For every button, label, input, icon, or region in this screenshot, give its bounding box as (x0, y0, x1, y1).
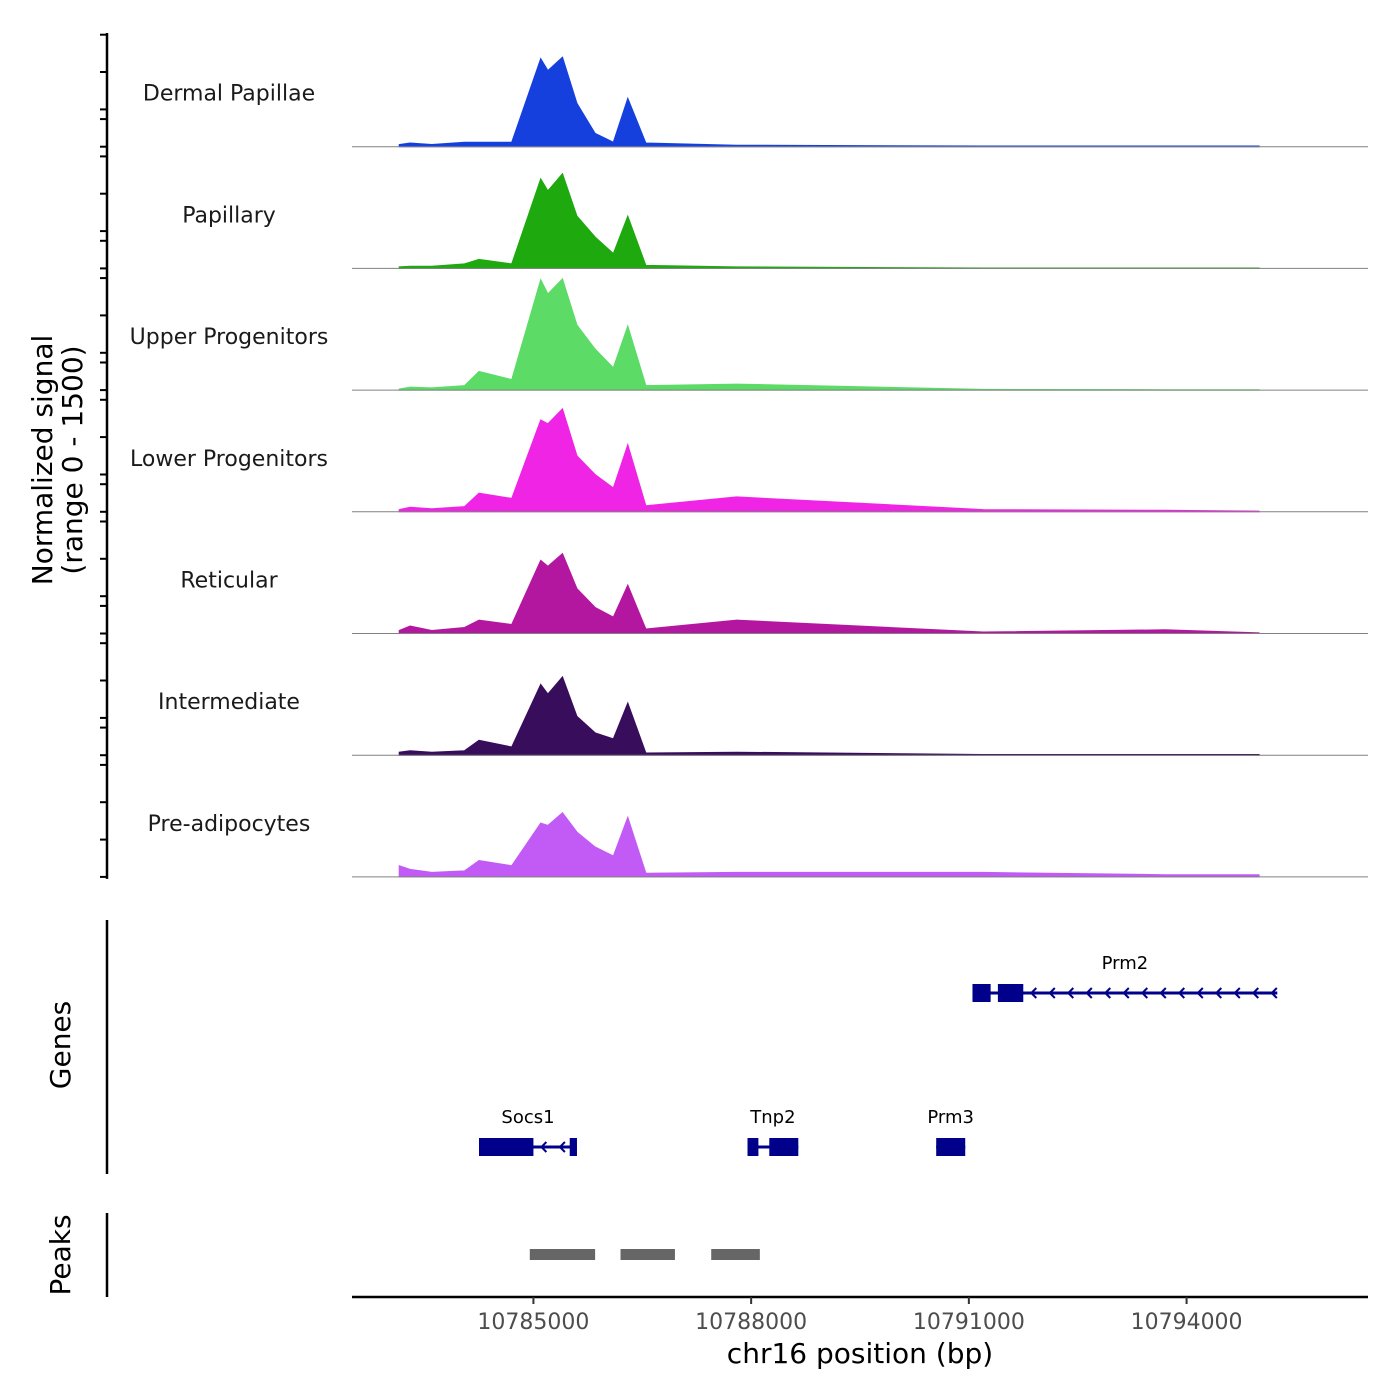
peaks-panel: Peaks (44, 1213, 760, 1297)
x-axis: chr16 position (bp) 10785000 10788000 1079… (352, 1295, 1368, 1370)
x-tick-label: 10785000 (477, 1310, 589, 1335)
strand-arrow (1214, 987, 1223, 999)
gene-exon (769, 1138, 799, 1156)
gene-prm2: Prm2 (972, 953, 1278, 1002)
strand-arrow (539, 1141, 548, 1153)
genes-panel: Genes Prm2 Socs1 Tnp2 Prm3 (44, 920, 1278, 1174)
strand-arrow (1270, 987, 1278, 999)
track-label-intermediate: Intermediate (158, 690, 300, 715)
track-pre-adipocytes: Pre-adipocytes (148, 811, 1368, 878)
signal-area-lower-progenitors (398, 407, 1260, 513)
signal-area-papillary (398, 172, 1260, 269)
signal-area-reticular (398, 552, 1260, 634)
peak-2 (620, 1249, 675, 1260)
signal-area-upper-progenitors (398, 277, 1260, 391)
strand-arrow (1066, 987, 1075, 999)
x-tick-label: 10788000 (695, 1310, 807, 1335)
track-label-upper-progenitors: Upper Progenitors (130, 325, 329, 350)
track-label-reticular: Reticular (180, 569, 278, 594)
strand-arrow (1177, 987, 1186, 999)
y-axis-title-line-1: Normalized signal (26, 335, 59, 586)
gene-prm3: Prm3 (927, 1107, 974, 1156)
signal-y-axis (100, 33, 109, 879)
peak-3 (711, 1249, 760, 1260)
gene-label-prm2: Prm2 (1102, 953, 1149, 974)
peak-1 (529, 1249, 596, 1260)
gene-socs1: Socs1 (479, 1107, 577, 1156)
y-axis-title: Normalized signal (range 0 - 1500) (26, 335, 89, 586)
signal-tracks: Dermal Papillae Papillary Upper Progenitor… (130, 56, 1368, 878)
track-intermediate: Intermediate (158, 675, 1368, 756)
gene-label-tnp2: Tnp2 (749, 1107, 795, 1128)
y-axis-title-line-2: (range 0 - 1500) (56, 345, 89, 574)
strand-arrow (1159, 987, 1167, 999)
strand-arrow (1029, 987, 1038, 999)
track-label-lower-progenitors: Lower Progenitors (130, 447, 328, 472)
gene-exon (972, 984, 991, 1002)
strand-arrow (1140, 987, 1149, 999)
strand-arrow (1251, 987, 1260, 999)
signal-area-dermal-papillae (398, 56, 1260, 148)
gene-label-socs1: Socs1 (501, 1107, 554, 1128)
peaks-panel-title: Peaks (44, 1214, 77, 1295)
strand-arrow (1122, 987, 1130, 999)
track-upper-progenitors: Upper Progenitors (130, 277, 1368, 391)
gene-exon (479, 1138, 534, 1156)
gene-tnp2: Tnp2 (747, 1107, 799, 1156)
strand-arrow (558, 1141, 566, 1153)
track-label-pre-adipocytes: Pre-adipocytes (148, 812, 311, 837)
gene-exon (936, 1138, 966, 1156)
track-reticular: Reticular (180, 552, 1368, 634)
strand-arrow (1233, 987, 1241, 999)
x-tick-label: 10791000 (913, 1310, 1025, 1335)
track-lower-progenitors: Lower Progenitors (130, 407, 1368, 513)
x-axis-title: chr16 position (bp) (727, 1337, 993, 1370)
genes-panel-title: Genes (44, 1001, 77, 1089)
strand-arrow (1196, 987, 1204, 999)
track-dermal-papillae: Dermal Papillae (143, 56, 1368, 148)
gene-label-prm3: Prm3 (927, 1107, 974, 1128)
track-papillary: Papillary (182, 172, 1368, 269)
gene-exon (569, 1138, 577, 1156)
signal-area-pre-adipocytes (398, 811, 1260, 878)
signal-area-intermediate (398, 675, 1260, 756)
track-label-dermal-papillae: Dermal Papillae (143, 82, 315, 107)
track-label-papillary: Papillary (182, 203, 276, 228)
strand-arrow (1103, 987, 1112, 999)
x-tick-label: 10794000 (1131, 1310, 1243, 1335)
strand-arrow (1085, 987, 1093, 999)
gene-exon (747, 1138, 759, 1156)
strand-arrow (1048, 987, 1056, 999)
gene-exon (997, 984, 1024, 1002)
